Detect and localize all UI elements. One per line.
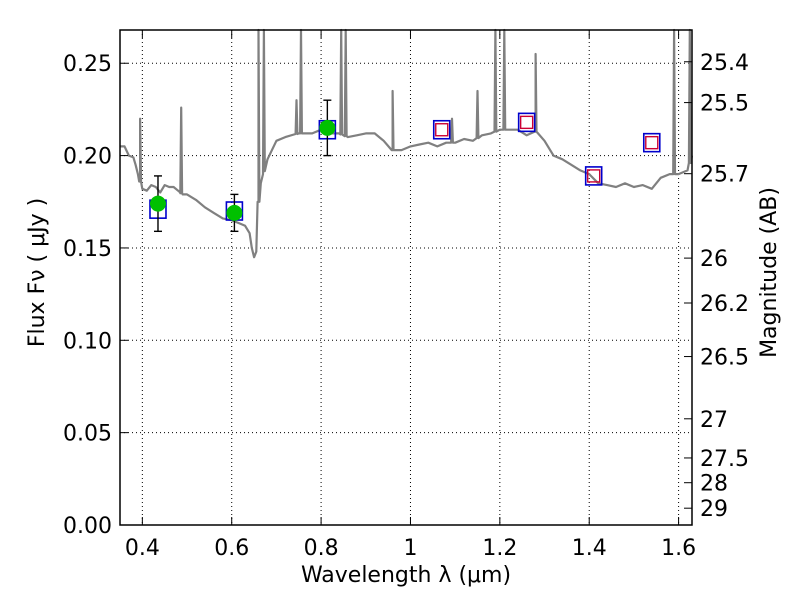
spectrum-line <box>120 28 694 259</box>
y2-tick-label: 29 <box>700 497 728 522</box>
y2-tick-label: 26.5 <box>700 346 749 371</box>
y2-tick-label: 28 <box>700 472 728 497</box>
y2-tick-label: 27.5 <box>700 447 749 472</box>
y2-tick-label: 26.2 <box>700 292 749 317</box>
x-tick-label: 1.2 <box>482 536 517 561</box>
x-axis-label: Wavelength λ (μm) <box>301 563 511 588</box>
x-tick-label: 1.6 <box>661 536 696 561</box>
y2-tick-label: 25.4 <box>700 51 749 76</box>
x-tick-label: 0.4 <box>125 536 160 561</box>
y-tick-label: 0.05 <box>63 422 112 447</box>
y2-tick-label: 27 <box>700 408 728 433</box>
synthetic-flux-box <box>584 166 603 186</box>
x-tick-label: 1.4 <box>572 536 607 561</box>
observed-flux-point <box>149 195 166 212</box>
y-tick-label: 0.00 <box>63 514 112 539</box>
model-flux-box <box>519 115 534 130</box>
y-tick-label: 0.20 <box>63 145 112 170</box>
model-flux-box <box>435 123 449 137</box>
synthetic-flux-box <box>432 119 451 140</box>
y2-tick-label: 26 <box>700 247 728 272</box>
y2-tick-label: 25.7 <box>700 163 749 188</box>
photometry-markers <box>149 99 661 233</box>
y-tick-label: 0.10 <box>63 329 112 354</box>
x-tick-label: 0.6 <box>214 536 249 561</box>
y2-tick-label: 25.5 <box>700 92 749 117</box>
y-axis-label: Flux Fν ( μJy ) <box>25 198 50 347</box>
x-tick-label: 0.8 <box>304 536 339 561</box>
y-tick-label: 0.15 <box>63 237 112 262</box>
y-tick-label: 0.25 <box>63 52 112 77</box>
model-flux-box <box>586 169 601 183</box>
x-tick-label: 1 <box>403 536 417 561</box>
model-flux-box <box>645 135 659 150</box>
axis-ticks: 0.4 0.6 0.8 1 1.2 1.4 1.6 0.00 0.05 0.10 0.15 0.20 0… <box>63 30 749 561</box>
observed-flux-point <box>226 204 243 221</box>
grid-lines <box>120 30 692 526</box>
observed-flux-point <box>319 119 336 136</box>
synthetic-flux-box <box>642 132 661 153</box>
plot-frame <box>119 29 693 526</box>
y2-axis-label: Magnitude (AB) <box>757 187 782 358</box>
model-spectrum <box>120 28 694 259</box>
synthetic-flux-box <box>517 112 536 133</box>
